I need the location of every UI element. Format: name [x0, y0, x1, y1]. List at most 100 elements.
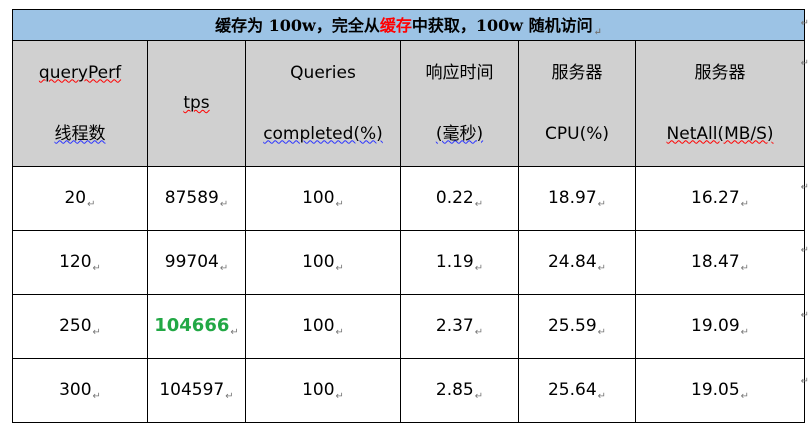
paragraph-mark: ↵ [474, 262, 484, 274]
header-net: 服务器 NetAll(MB/S) [634, 40, 806, 167]
header-line1: tps [183, 93, 210, 113]
cell-latency: 0.22↵ [400, 166, 519, 231]
cell-net: 16.27↵ [634, 166, 806, 231]
cell-threads: 120↵ [12, 230, 148, 295]
header-line1: queryPerf [38, 62, 122, 83]
paragraph-mark: ↵ [740, 390, 750, 402]
cell-threads: 300↵ [12, 358, 148, 423]
paragraph-mark: ↵ [335, 198, 344, 210]
cell-cpu: 25.64↵ [518, 358, 636, 423]
cell-value-highlight: 104666 [154, 315, 230, 336]
table-row: 250↵ 104666↵ 100↵ 2.37↵ 25.59↵ 19.09↵ [12, 294, 806, 359]
row-end-mark: ↵ [800, 58, 809, 69]
paragraph-mark: ↵ [597, 390, 607, 402]
cell-value: 87589 [164, 187, 219, 208]
cell-value: 19.09 [691, 315, 740, 336]
paragraph-mark: ↵ [593, 27, 602, 38]
paragraph-mark: ↵ [335, 262, 344, 274]
paragraph-mark: ↵ [92, 262, 101, 274]
header-line1: Queries [290, 62, 356, 83]
paragraph-mark: ↵ [597, 198, 607, 210]
cell-value: 0.22 [435, 187, 474, 208]
cell-value: 20 [64, 187, 87, 208]
cell-value: 104597 [159, 379, 225, 400]
cell-value: 19.05 [691, 379, 740, 400]
cell-cpu: 18.97↵ [518, 166, 636, 231]
header-completed: Queries completed(%) [245, 40, 401, 167]
cell-net: 19.05↵ [634, 358, 806, 423]
paragraph-mark: ↵ [474, 326, 484, 338]
paragraph-mark: ↵ [597, 326, 607, 338]
cell-completed: 100↵ [245, 294, 401, 359]
cell-value: 25.59 [547, 315, 597, 336]
cell-completed: 100↵ [245, 230, 401, 295]
paragraph-mark: ↵ [225, 390, 234, 402]
cell-tps: 104597↵ [147, 358, 246, 423]
cell-net: 18.47↵ [634, 230, 806, 295]
row-end-mark: ↵ [800, 245, 809, 256]
cell-threads: 250↵ [12, 294, 148, 359]
header-tps: tps [147, 40, 246, 167]
cell-value: 100 [302, 187, 335, 208]
paragraph-mark: ↵ [219, 262, 229, 274]
paragraph-mark: ↵ [740, 198, 750, 210]
cell-cpu: 25.59↵ [518, 294, 636, 359]
header-line1: 响应时间 [425, 62, 494, 83]
cell-cpu: 24.84↵ [518, 230, 636, 295]
paragraph-mark: ↵ [335, 390, 344, 402]
cell-value: 100 [302, 379, 335, 400]
table-row: 300↵ 104597↵ 100↵ 2.85↵ 25.64↵ 19.05↵ [12, 358, 806, 423]
paragraph-mark: ↵ [474, 390, 484, 402]
paragraph-mark: ↵ [92, 390, 101, 402]
header-line2: (毫秒) [435, 123, 484, 144]
paragraph-mark: ↵ [597, 262, 607, 274]
cell-tps: 87589↵ [147, 166, 246, 231]
title-part1: 缓存为 100w，完全从 [215, 16, 380, 35]
table-title: 缓存为 100w，完全从缓存中获取，100w 随机访问↵ [11, 9, 806, 41]
cell-value: 18.97 [547, 187, 597, 208]
header-line2: 线程数 [54, 123, 106, 144]
cell-tps: 99704↵ [147, 230, 246, 295]
cell-value: 2.85 [435, 379, 474, 400]
cell-value: 250 [59, 315, 92, 336]
cell-value: 18.47 [691, 251, 740, 272]
table-row: 120↵ 99704↵ 100↵ 1.19↵ 24.84↵ 18.47↵ [12, 230, 806, 295]
cell-value: 1.19 [435, 251, 474, 272]
title-row: 缓存为 100w，完全从缓存中获取，100w 随机访问↵ [11, 9, 806, 41]
header-line2: CPU(%) [545, 123, 609, 144]
header-latency: 响应时间 (毫秒) [400, 40, 519, 167]
paragraph-mark: ↵ [92, 326, 101, 338]
cell-value: 100 [302, 251, 335, 272]
cell-value: 99704 [164, 251, 219, 272]
performance-table: 缓存为 100w，完全从缓存中获取，100w 随机访问↵ queryPerf 线… [11, 9, 806, 423]
header-cpu: 服务器 CPU(%) [518, 40, 636, 167]
header-line1: 服务器 [694, 62, 746, 83]
header-line2: NetAll(MB/S) [666, 123, 774, 144]
cell-value: 24.84 [547, 251, 597, 272]
paragraph-mark: ↵ [740, 262, 750, 274]
row-end-mark: ↵ [800, 376, 809, 387]
header-line2: completed(%) [263, 123, 383, 144]
cell-value: 120 [59, 251, 92, 272]
table-row: 20↵ 87589↵ 100↵ 0.22↵ 18.97↵ 16.27↵ [12, 166, 806, 231]
cell-value: 100 [302, 315, 335, 336]
cell-value: 300 [59, 379, 92, 400]
header-threads: queryPerf 线程数 [12, 40, 148, 167]
paragraph-mark: ↵ [230, 327, 239, 338]
cell-latency: 1.19↵ [400, 230, 519, 295]
cell-value: 16.27 [691, 187, 740, 208]
title-part2: 中获取，100w 随机访问 [411, 16, 593, 35]
paragraph-mark: ↵ [474, 198, 484, 210]
cell-value: 25.64 [547, 379, 597, 400]
cell-net: 19.09↵ [634, 294, 806, 359]
paragraph-mark: ↵ [335, 326, 344, 338]
cell-tps: 104666↵ [147, 294, 246, 359]
cell-completed: 100↵ [245, 166, 401, 231]
row-end-mark: ↵ [800, 18, 809, 29]
row-end-mark: ↵ [800, 182, 809, 193]
cell-latency: 2.37↵ [400, 294, 519, 359]
cell-threads: 20↵ [12, 166, 148, 231]
row-end-mark: ↵ [800, 310, 809, 321]
header-line1: 服务器 [551, 62, 603, 83]
paragraph-mark: ↵ [740, 326, 750, 338]
